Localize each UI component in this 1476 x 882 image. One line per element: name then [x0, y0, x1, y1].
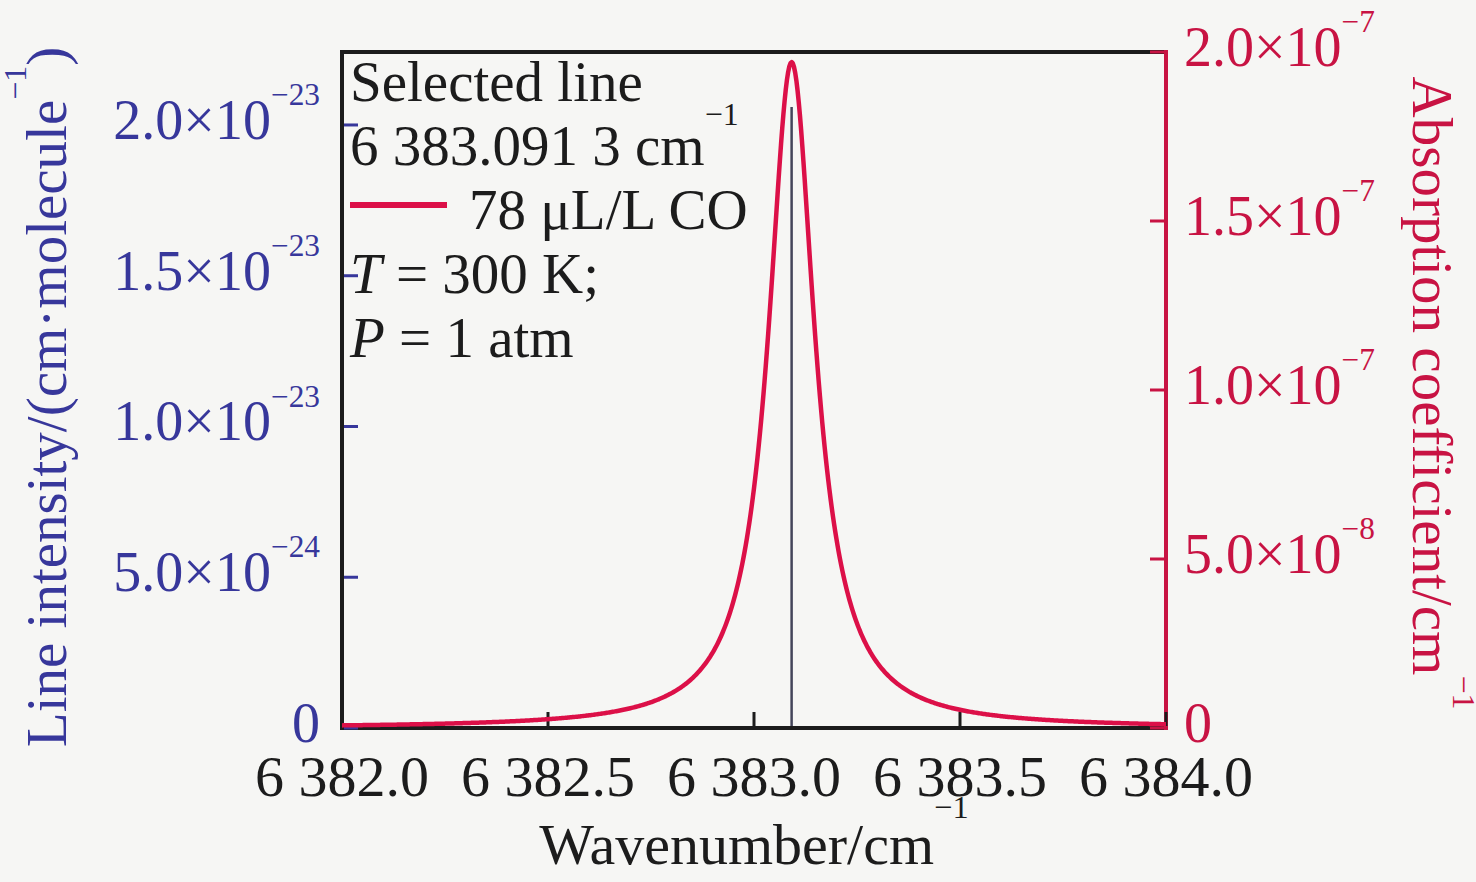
- temperature-value: = 300 K;: [382, 242, 599, 305]
- right-tick-label: 5.0×10−8: [1184, 526, 1375, 582]
- right-tick-label-text: 5.0×10: [1184, 523, 1342, 585]
- series-color-swatch: [350, 202, 447, 208]
- left-tick-label-text: −23: [271, 379, 320, 414]
- left-axis-title-close: ): [15, 47, 78, 66]
- annotation-temperature: T = 300 K;: [350, 242, 748, 306]
- left-tick-label: 5.0×10−24: [0, 544, 320, 600]
- right-tick-label-text: −7: [1342, 173, 1375, 208]
- right-tick-label: 2.0×10−7: [1184, 19, 1375, 75]
- right-tick-label-text: 1.5×10: [1184, 185, 1342, 247]
- x-tick-label: 6 384.0: [1006, 748, 1326, 806]
- pressure-value: = 1 atm: [385, 306, 574, 369]
- annotation-block: Selected line 6 383.091 3 cm−1 78 μL/L C…: [350, 50, 748, 370]
- right-axis-title: Absorption coefficient/cm−1: [1404, 77, 1461, 710]
- left-tick-label: 1.5×10−23: [0, 243, 320, 299]
- right-tick-label-text: 1.0×10: [1184, 354, 1342, 416]
- annotation-pressure: P = 1 atm: [350, 306, 748, 370]
- left-tick-label: 2.0×10−23: [0, 92, 320, 148]
- left-tick-label-text: −23: [271, 228, 320, 263]
- series-label: 78 μL/L CO: [469, 178, 748, 241]
- temperature-symbol: T: [350, 242, 382, 305]
- annotation-selected-line: Selected line: [350, 50, 748, 114]
- left-tick-label-text: 1.0×10: [113, 390, 271, 452]
- x-axis-title: Wavenumber/cm−1: [539, 816, 968, 874]
- right-axis-title-text: Absorption coefficient/cm: [1401, 77, 1464, 676]
- right-tick-label: 1.0×10−7: [1184, 357, 1375, 413]
- left-tick-label-text: 1.5×10: [113, 240, 271, 302]
- right-tick-label: 0: [1184, 695, 1212, 751]
- annotation-line-position: 6 383.091 3 cm−1: [350, 114, 748, 178]
- pressure-symbol: P: [350, 306, 385, 369]
- figure: Line intensity/(cm·molecule−1) Absorptio…: [0, 0, 1476, 882]
- legend-series-row: 78 μL/L CO: [350, 178, 748, 242]
- left-tick-label-text: 2.0×10: [113, 89, 271, 151]
- left-tick-label-text: 5.0×10: [113, 541, 271, 603]
- left-tick-label-text: 0: [292, 692, 320, 754]
- right-tick-label-text: −7: [1342, 342, 1375, 377]
- right-tick-label-text: −7: [1342, 4, 1375, 39]
- x-tick-label-text: 6 384.0: [1079, 744, 1253, 809]
- left-tick-label: 1.0×10−23: [0, 393, 320, 449]
- right-tick-label: 1.5×10−7: [1184, 188, 1375, 244]
- right-tick-label-text: −8: [1342, 511, 1375, 546]
- right-axis-title-sup: −1: [1445, 675, 1476, 709]
- line-position-text: 6 383.091 3 cm: [350, 114, 705, 177]
- left-tick-label-text: −24: [271, 529, 320, 564]
- x-axis-title-text: Wavenumber/cm: [539, 812, 934, 877]
- left-tick-label: 0: [0, 695, 320, 751]
- line-position-sup: −1: [705, 97, 739, 132]
- right-tick-label-text: 0: [1184, 692, 1212, 754]
- right-tick-label-text: 2.0×10: [1184, 16, 1342, 78]
- left-tick-label-text: −23: [271, 77, 320, 112]
